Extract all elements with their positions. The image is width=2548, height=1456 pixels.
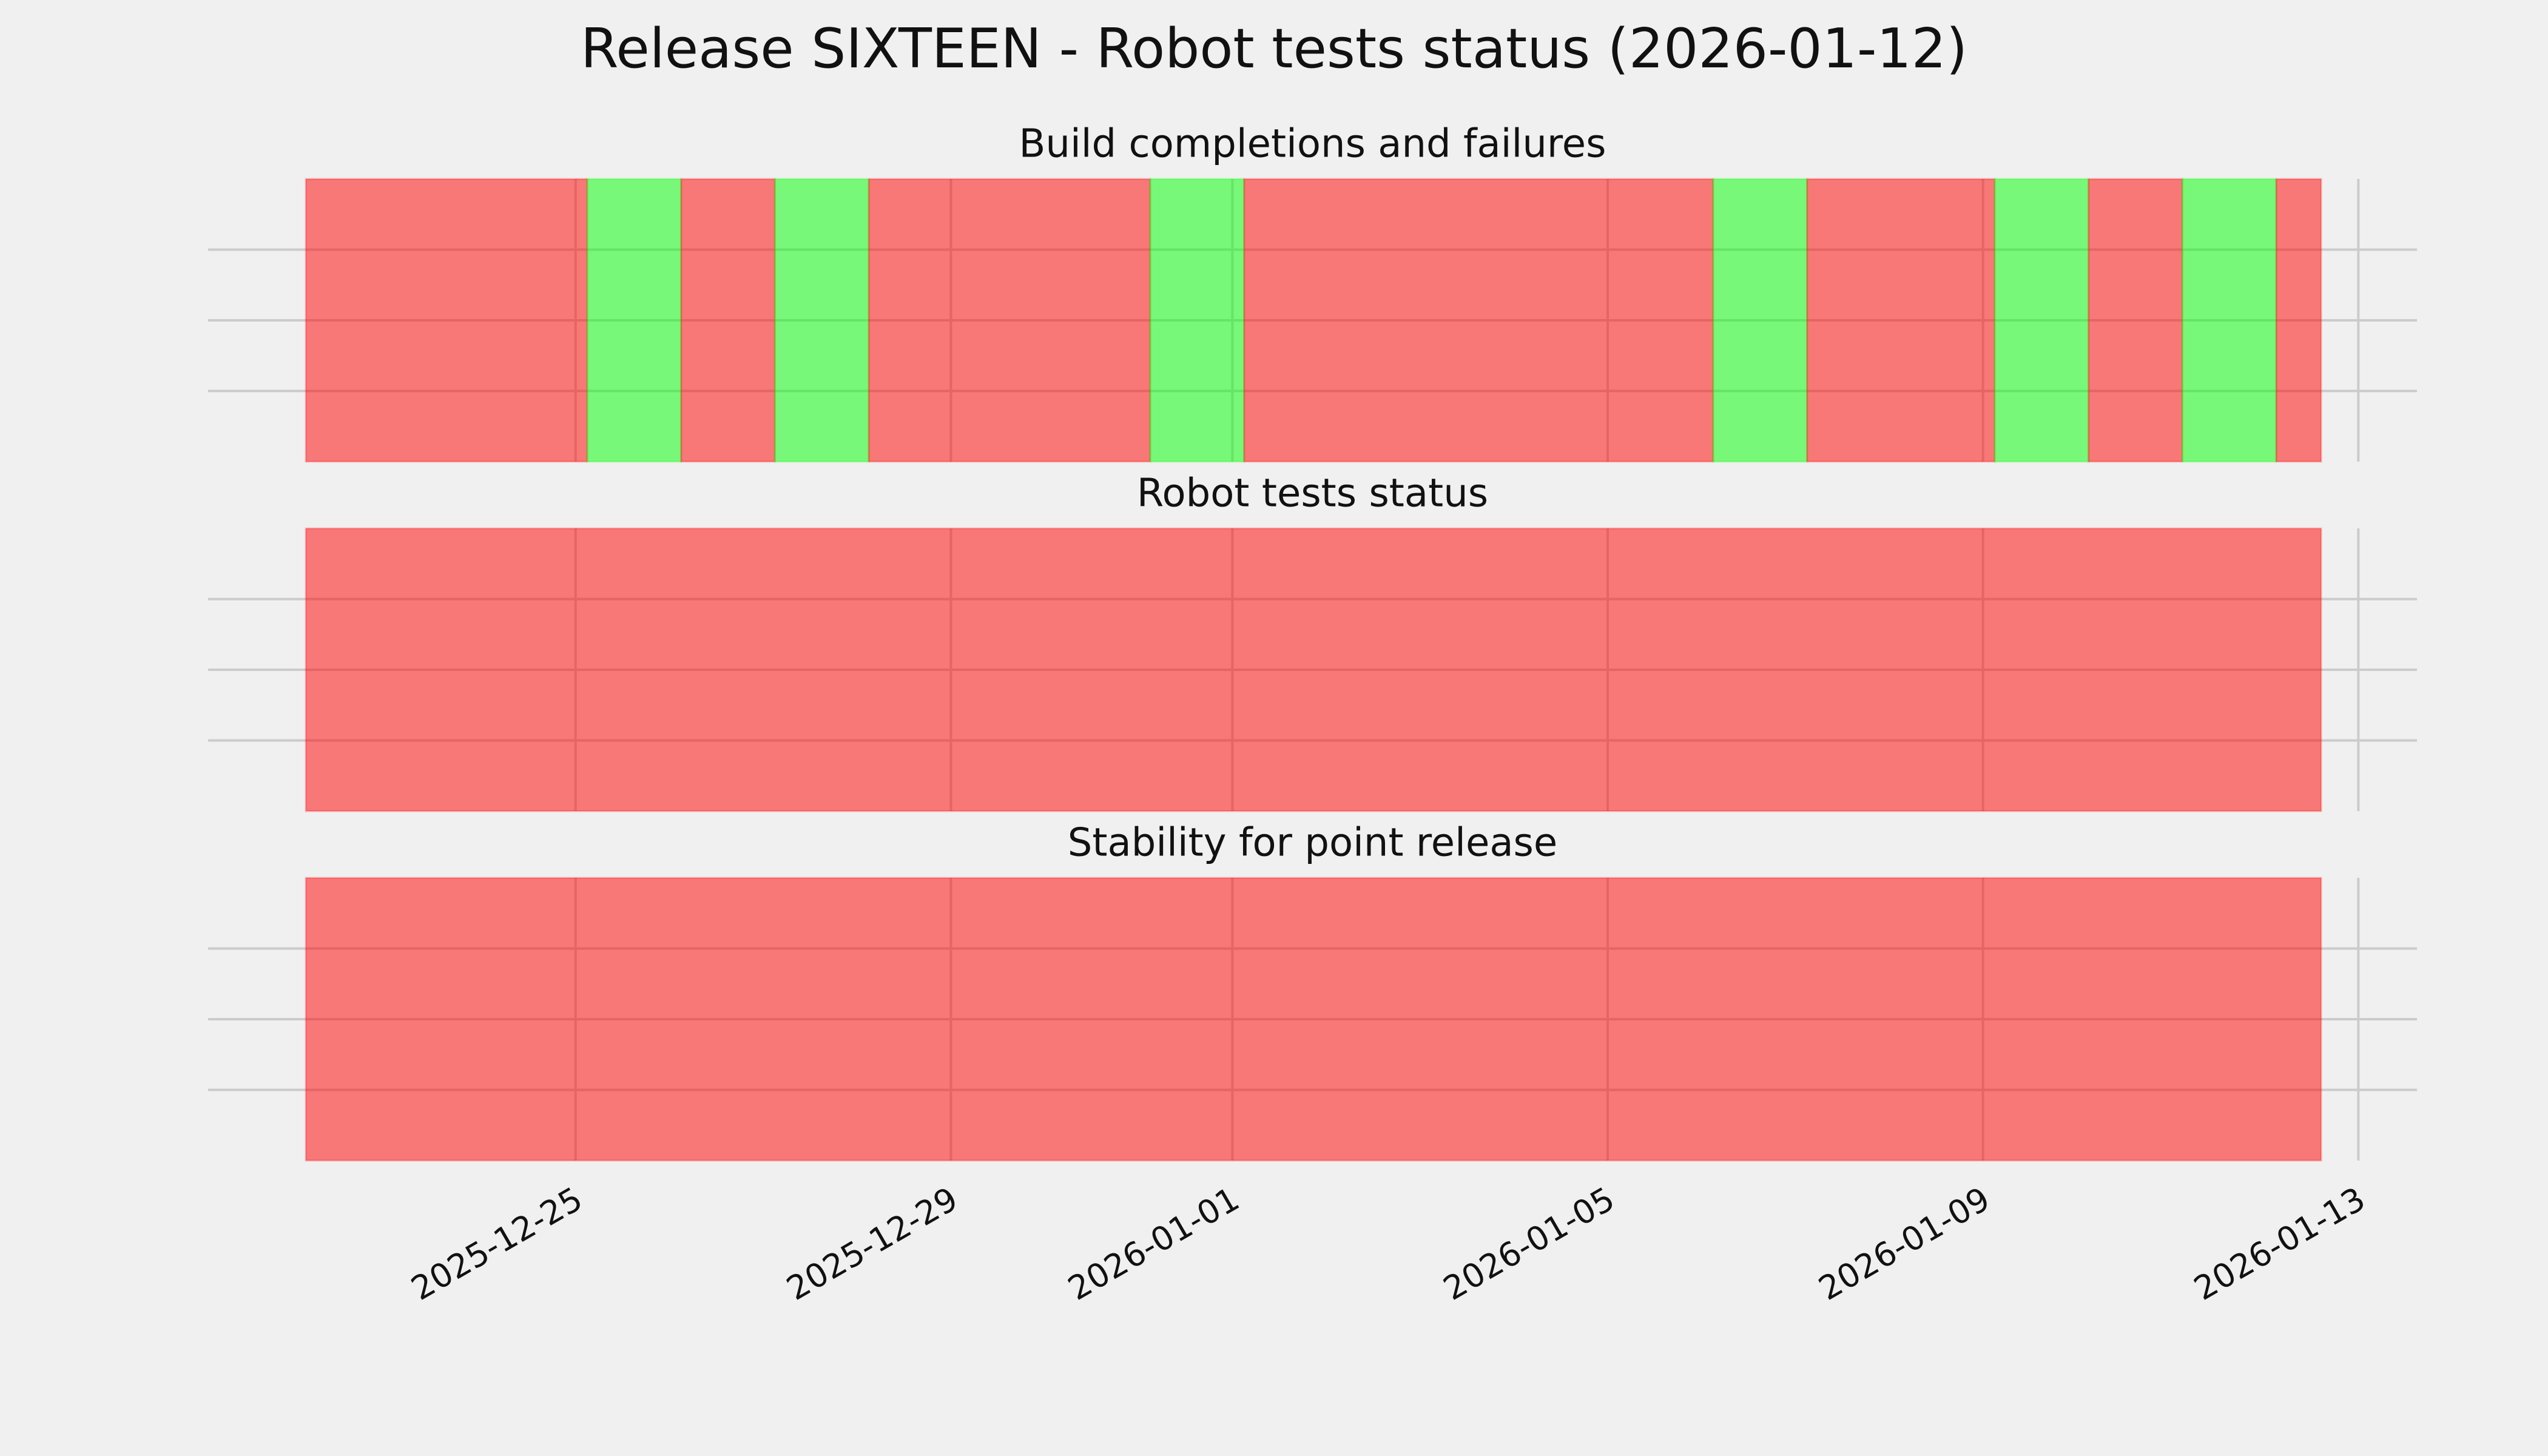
status-segment xyxy=(1243,178,1714,463)
status-segment xyxy=(1149,178,1245,463)
status-segment xyxy=(586,178,682,463)
status-segment xyxy=(1712,178,1808,463)
status-segment xyxy=(774,178,870,463)
x-tick-label: 2026-01-05 xyxy=(1437,1179,1621,1307)
status-segment xyxy=(868,178,1151,463)
status-segment xyxy=(2181,178,2277,463)
panel-title: Build completions and failures xyxy=(1019,122,1606,167)
panel-title: Stability for point release xyxy=(1068,821,1558,866)
x-tick-label: 2026-01-13 xyxy=(2188,1179,2371,1307)
x-tick-label: 2025-12-29 xyxy=(780,1179,964,1307)
status-segment xyxy=(1806,178,1996,463)
status-segment xyxy=(305,527,2322,812)
status-segment xyxy=(2088,178,2183,463)
x-tick-label: 2026-01-01 xyxy=(1062,1179,1245,1307)
status-segment xyxy=(305,877,2322,1162)
figure-title: Release SIXTEEN - Robot tests status (20… xyxy=(581,17,1967,81)
status-segment xyxy=(1994,178,2090,463)
status-segment xyxy=(305,178,588,463)
panel-title: Robot tests status xyxy=(1137,471,1488,516)
x-tick-label: 2025-12-25 xyxy=(405,1179,588,1307)
status-segment xyxy=(2275,178,2322,463)
status-segment xyxy=(680,178,776,463)
x-tick-label: 2026-01-09 xyxy=(1812,1179,1996,1307)
